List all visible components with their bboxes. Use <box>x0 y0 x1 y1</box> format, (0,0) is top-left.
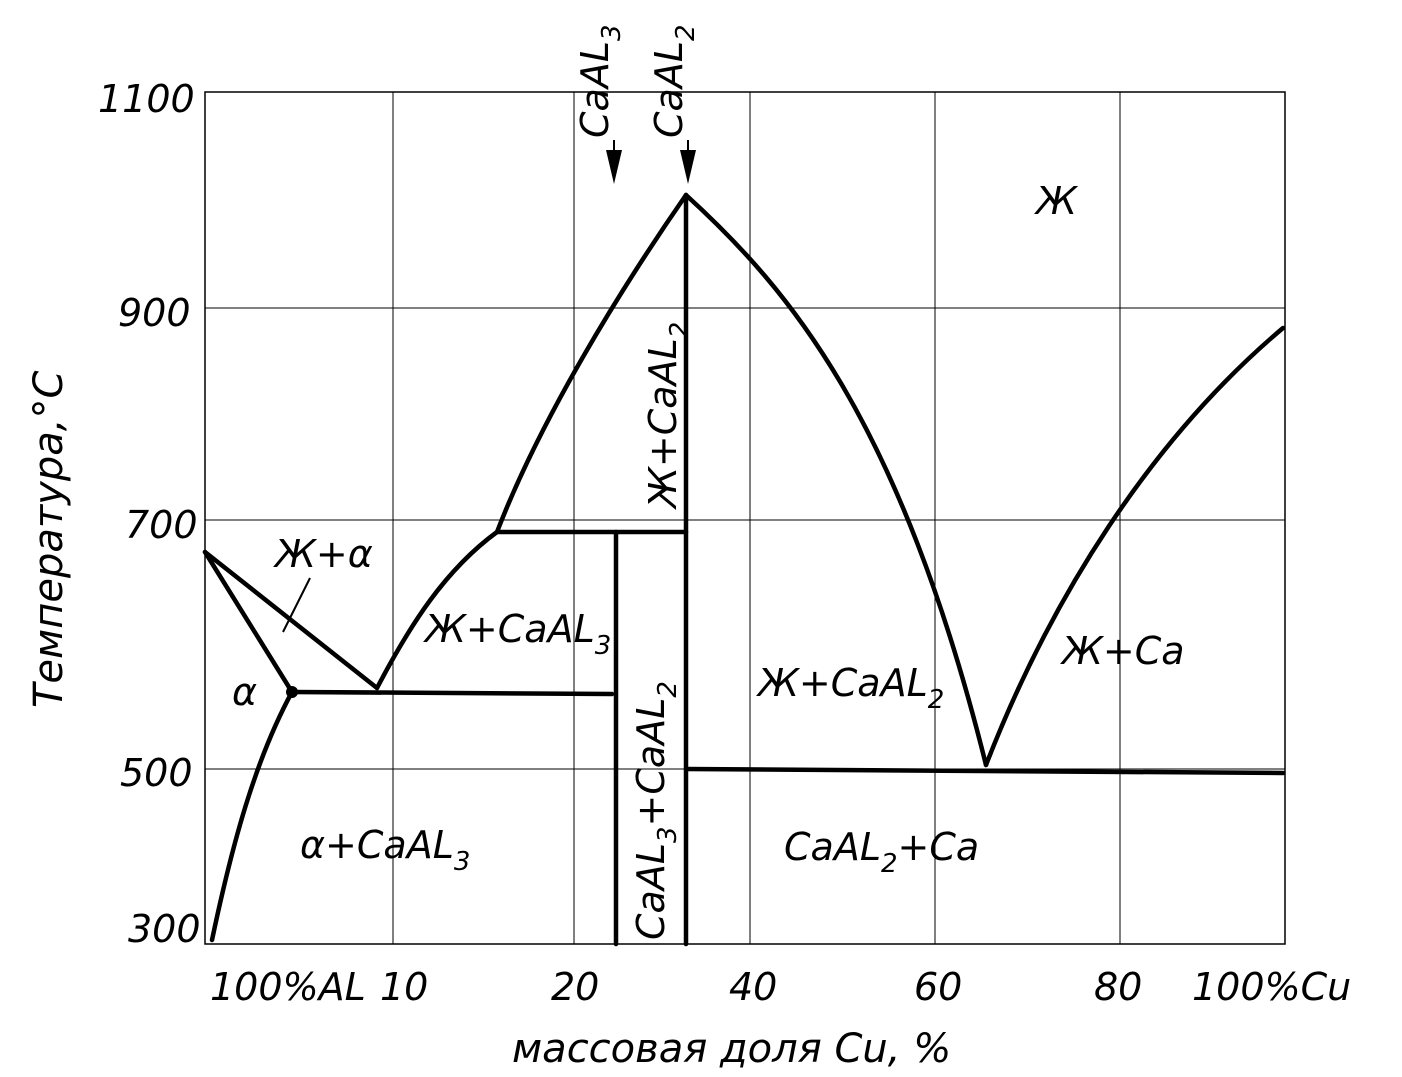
region-liquid: Ж <box>1034 179 1079 223</box>
solvus-alpha <box>209 689 295 943</box>
x-tick-label: 100%Cu <box>1192 965 1351 1009</box>
x-axis-ticks: 100%AL 10 20 40 60 80 100%Cu <box>210 965 1351 1009</box>
eutectic-line-caal2-ca <box>683 766 1286 776</box>
x-axis-title: массовая доля Cu, % <box>512 1026 951 1072</box>
region-caal2-ca: CaAL2+Ca <box>784 825 979 879</box>
x-tick-label: 60 <box>914 965 962 1009</box>
region-alpha-caal3: α+CaAL3 <box>300 823 470 877</box>
x-tick-label: 40 <box>729 965 777 1009</box>
x-tick-label: 20 <box>551 965 599 1009</box>
caal2-compound-label: CaAL2 <box>647 24 701 138</box>
region-liquid-alpha: Ж+α <box>273 532 373 576</box>
solidus-al-side <box>202 549 295 695</box>
region-liquid-ca: Ж+Ca <box>1060 629 1185 673</box>
phase-boundaries <box>202 192 1286 947</box>
liquidus-caal2-right <box>683 192 989 768</box>
liquidus-ca <box>983 325 1286 768</box>
caal2-arrowhead <box>680 150 696 184</box>
x-tick-label: 100%AL <box>210 965 366 1009</box>
liq-alpha-leader <box>282 577 311 633</box>
y-tick-label: 500 <box>120 751 193 795</box>
liquidus-caal2-left <box>494 192 689 535</box>
y-axis-ticks: 1100 900 700 500 300 <box>98 77 201 951</box>
plot-grid <box>204 91 1286 945</box>
y-tick-label: 900 <box>118 291 191 335</box>
region-caal3-caal2: CaAL3+CaAL2 <box>629 681 683 940</box>
y-tick-label: 1100 <box>98 77 195 121</box>
liquidus-al-side <box>202 549 380 691</box>
x-tick-label: 10 <box>380 965 428 1009</box>
alpha-eutectic-point <box>286 686 298 698</box>
y-tick-label: 700 <box>125 503 198 547</box>
region-alpha: α <box>232 670 257 714</box>
eutectic-line-alpha-caal3 <box>289 689 615 697</box>
region-liquid-caal3: Ж+CaAL3 <box>423 607 611 661</box>
plot-frame <box>204 91 1286 945</box>
region-liquid-caal2-wide: Ж+CaAL2 <box>756 661 944 715</box>
compound-arrows <box>606 140 696 184</box>
caal3-compound-label: CaAL3 <box>573 24 627 138</box>
x-tick-label: 80 <box>1094 965 1142 1009</box>
liquidus-caal3 <box>374 529 500 691</box>
region-liquid-caal2-narrow: Ж+CaAL2 <box>641 322 695 510</box>
y-axis-title: Температура,°C <box>26 371 72 708</box>
caal3-arrowhead <box>606 150 622 184</box>
y-tick-label: 300 <box>128 907 201 951</box>
